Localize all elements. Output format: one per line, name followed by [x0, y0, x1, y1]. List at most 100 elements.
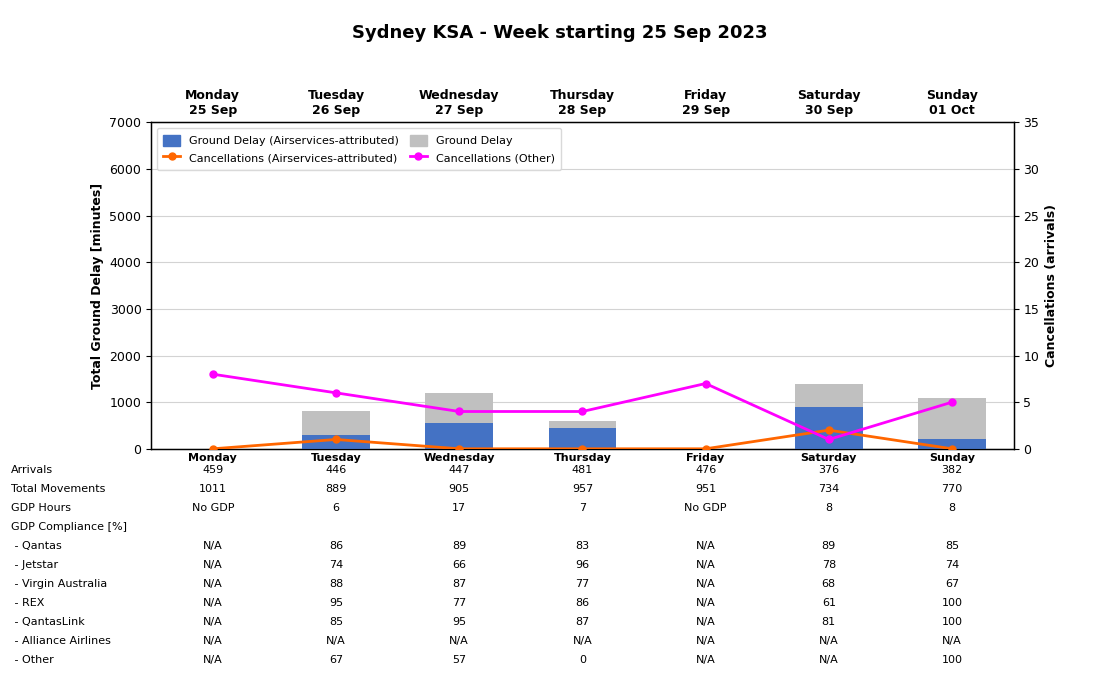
Text: 447: 447 [448, 464, 470, 475]
Cancellations (Airservices-attributed) [576, 445, 589, 453]
Cancellations (Airservices-attributed) [699, 445, 712, 453]
Text: Sydney KSA - Week starting 25 Sep 2023: Sydney KSA - Week starting 25 Sep 2023 [353, 24, 767, 41]
Bar [426, 393, 493, 449]
Text: 81: 81 [822, 617, 836, 627]
Cancellations (Other) [822, 435, 836, 443]
Text: 376: 376 [819, 464, 839, 475]
Text: N/A: N/A [696, 579, 716, 589]
Text: N/A: N/A [203, 579, 223, 589]
Text: 446: 446 [326, 464, 346, 475]
Bar [302, 435, 370, 449]
Bar [795, 384, 862, 449]
Text: 66: 66 [452, 560, 466, 570]
Text: 88: 88 [329, 579, 343, 589]
Bar [426, 423, 493, 449]
Text: N/A: N/A [819, 636, 839, 646]
Text: 1011: 1011 [199, 483, 226, 494]
Text: N/A: N/A [572, 636, 592, 646]
Bar [302, 411, 370, 449]
Text: N/A: N/A [203, 598, 223, 608]
Bar [549, 428, 616, 449]
Text: - Jetstar: - Jetstar [11, 560, 58, 570]
Text: 96: 96 [576, 560, 589, 570]
Text: 100: 100 [942, 655, 962, 665]
Text: N/A: N/A [696, 541, 716, 551]
Text: 957: 957 [572, 483, 592, 494]
Text: 734: 734 [819, 483, 839, 494]
Text: 770: 770 [942, 483, 962, 494]
Text: 86: 86 [329, 541, 343, 551]
Line: Cancellations (Other): Cancellations (Other) [209, 371, 955, 443]
Bar [918, 439, 986, 449]
Text: N/A: N/A [696, 598, 716, 608]
Text: Arrivals: Arrivals [11, 464, 54, 475]
Text: GDP Hours: GDP Hours [11, 503, 72, 513]
Text: 61: 61 [822, 598, 836, 608]
Text: N/A: N/A [696, 655, 716, 665]
Cancellations (Other) [206, 370, 220, 378]
Bar [549, 421, 616, 449]
Text: 459: 459 [203, 464, 223, 475]
Text: 6: 6 [333, 503, 339, 513]
Text: 68: 68 [822, 579, 836, 589]
Text: 87: 87 [452, 579, 466, 589]
Text: 74: 74 [945, 560, 959, 570]
Text: 85: 85 [945, 541, 959, 551]
Text: 77: 77 [576, 579, 589, 589]
Text: N/A: N/A [203, 617, 223, 627]
Text: GDP Compliance [%]: GDP Compliance [%] [11, 522, 128, 532]
Bar [795, 407, 862, 449]
Y-axis label: Cancellations (arrivals): Cancellations (arrivals) [1045, 204, 1057, 367]
Text: - REX: - REX [11, 598, 45, 608]
Text: No GDP: No GDP [192, 503, 234, 513]
Text: Wednesday: Wednesday [423, 453, 495, 463]
Text: 889: 889 [325, 483, 347, 494]
Text: Friday: Friday [687, 453, 725, 463]
Text: N/A: N/A [696, 560, 716, 570]
Cancellations (Airservices-attributed) [945, 445, 959, 453]
Text: N/A: N/A [203, 541, 223, 551]
Text: 87: 87 [576, 617, 589, 627]
Text: 17: 17 [452, 503, 466, 513]
Text: 95: 95 [452, 617, 466, 627]
Text: 951: 951 [696, 483, 716, 494]
Text: 382: 382 [942, 464, 962, 475]
Text: 67: 67 [329, 655, 343, 665]
Text: 85: 85 [329, 617, 343, 627]
Text: 8: 8 [825, 503, 832, 513]
Text: 476: 476 [696, 464, 716, 475]
Text: 57: 57 [452, 655, 466, 665]
Text: - Alliance Airlines: - Alliance Airlines [11, 636, 111, 646]
Cancellations (Airservices-attributed) [452, 445, 466, 453]
Cancellations (Other) [452, 407, 466, 415]
Text: - Virgin Australia: - Virgin Australia [11, 579, 108, 589]
Line: Cancellations (Airservices-attributed): Cancellations (Airservices-attributed) [209, 426, 955, 452]
Cancellations (Airservices-attributed) [329, 435, 343, 443]
Text: 481: 481 [572, 464, 592, 475]
Text: Total Movements: Total Movements [11, 483, 105, 494]
Text: 78: 78 [822, 560, 836, 570]
Bar [918, 398, 986, 449]
Text: 95: 95 [329, 598, 343, 608]
Text: 89: 89 [822, 541, 836, 551]
Cancellations (Other) [945, 398, 959, 406]
Text: 100: 100 [942, 598, 962, 608]
Cancellations (Other) [329, 389, 343, 397]
Text: N/A: N/A [203, 560, 223, 570]
Cancellations (Airservices-attributed) [206, 445, 220, 453]
Y-axis label: Total Ground Delay [minutes]: Total Ground Delay [minutes] [91, 182, 104, 389]
Cancellations (Other) [576, 407, 589, 415]
Cancellations (Airservices-attributed) [822, 426, 836, 435]
Text: N/A: N/A [819, 655, 839, 665]
Text: 67: 67 [945, 579, 959, 589]
Text: 0: 0 [579, 655, 586, 665]
Text: 77: 77 [452, 598, 466, 608]
Text: 8: 8 [949, 503, 955, 513]
Cancellations (Other) [699, 379, 712, 388]
Text: Thursday: Thursday [553, 453, 612, 463]
Text: N/A: N/A [942, 636, 962, 646]
Text: Sunday: Sunday [928, 453, 976, 463]
Text: Saturday: Saturday [801, 453, 857, 463]
Text: - QantasLink: - QantasLink [11, 617, 85, 627]
Text: N/A: N/A [696, 636, 716, 646]
